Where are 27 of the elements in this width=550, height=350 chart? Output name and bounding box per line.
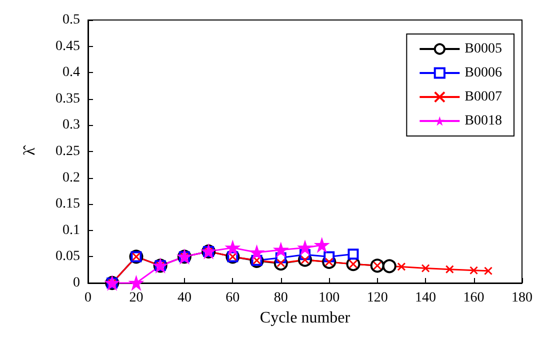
x-tick-label: 60 [226, 290, 240, 306]
x-tick-label: 180 [512, 290, 532, 306]
y-axis-title: λ̂ [22, 144, 38, 156]
legend-label: B0007 [464, 90, 502, 104]
y-tick-label: 0.35 [56, 91, 80, 106]
legend-label: B0006 [464, 66, 502, 80]
y-tick-label: 0.05 [56, 249, 80, 264]
x-tick-label: 0 [84, 290, 92, 306]
y-tick-label: 0.2 [62, 170, 80, 186]
y-tick-label: 0.5 [62, 12, 80, 28]
x-tick-label: 120 [366, 290, 388, 306]
y-tick-label: 0.25 [56, 144, 80, 159]
x-tick-label: 100 [318, 290, 340, 306]
x-tick-label: 140 [415, 290, 436, 306]
y-tick-label: 0.4 [62, 65, 80, 80]
y-tick-label: 0.15 [56, 196, 80, 212]
x-tick-label: 80 [274, 290, 288, 306]
legend-label: B0005 [464, 42, 502, 56]
y-tick-label: 0.45 [56, 38, 80, 54]
y-tick-label: 0 [73, 276, 80, 290]
x-tick-label: 20 [129, 290, 144, 306]
x-axis-title: Cycle number [260, 309, 351, 326]
x-tick-label: 160 [463, 290, 484, 306]
y-tick-label: 0.1 [62, 222, 80, 238]
y-tick-label: 0.3 [62, 118, 80, 133]
x-tick-label: 40 [177, 290, 192, 306]
legend-label: B0018 [464, 114, 502, 128]
